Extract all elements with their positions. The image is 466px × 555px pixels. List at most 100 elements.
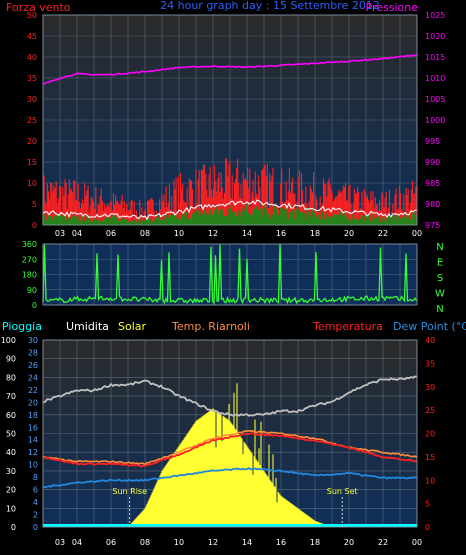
x-tick-label: 14 [242, 229, 252, 238]
humidity-tick-label: 0 [11, 523, 16, 532]
direction-tick-label: 180 [22, 271, 37, 280]
legend-rain: Pioggia [2, 320, 42, 333]
x-tick-label: 20 [344, 538, 354, 547]
x-tick-label: 06 [106, 229, 116, 238]
wind-tick-label: 50 [27, 11, 37, 20]
temperature-tick-label: 30 [425, 383, 435, 392]
panel2-frame [42, 243, 418, 306]
x-tick-label: 06 [106, 538, 116, 547]
humidity-tick-label: 20 [6, 486, 16, 495]
temperature-tick-label: 25 [425, 406, 435, 415]
solar-tick-label: 28 [28, 348, 38, 357]
solar-tick-label: 16 [28, 423, 38, 432]
x-tick-label: 18 [310, 538, 320, 547]
pressure-tick-label: 1005 [425, 95, 445, 104]
wind-tick-label: 30 [27, 95, 37, 104]
pressure-tick-label: 1010 [425, 74, 445, 83]
solar-tick-label: 20 [28, 398, 38, 407]
solar-tick-label: 12 [28, 448, 38, 457]
humidity-tick-label: 100 [1, 336, 16, 345]
pressure-tick-label: 990 [425, 158, 440, 167]
panel1-frame [42, 14, 418, 226]
solar-tick-label: 10 [28, 461, 38, 470]
solar-tick-label: 14 [28, 436, 38, 445]
x-tick-label: 03 [55, 538, 65, 547]
temperature-tick-label: 15 [425, 453, 435, 462]
x-tick-label: 00 [412, 538, 422, 547]
direction-tick-label: 360 [22, 240, 37, 249]
sunrise-label: Sun Rise [112, 487, 147, 496]
wind-tick-label: 5 [32, 200, 37, 209]
wind-tick-label: 25 [27, 116, 37, 125]
x-tick-label: 00 [412, 229, 422, 238]
humidity-tick-label: 30 [6, 467, 16, 476]
humidity-tick-label: 80 [6, 373, 16, 382]
solar-tick-label: 30 [28, 336, 38, 345]
legend-humidity: Umidita [66, 320, 109, 333]
pressure-line [42, 54, 418, 85]
pressure-tick-label: 985 [425, 179, 440, 188]
temperature-humidity-solar-panel: 0102030405060708090100024681012141618202… [1, 336, 435, 547]
humidity-tick-label: 50 [6, 430, 16, 439]
solar-tick-label: 6 [33, 486, 38, 495]
pressure-tick-label: 1025 [425, 11, 445, 20]
temperature-tick-label: 10 [425, 476, 435, 485]
solar-tick-label: 8 [33, 473, 38, 482]
pressure-tick-label: 1015 [425, 53, 445, 62]
legend-solar: Solar [118, 320, 147, 333]
wind-axis-title: Forza vento [6, 1, 71, 14]
humidity-tick-label: 10 [6, 504, 16, 513]
solar-tick-label: 4 [33, 498, 38, 507]
compass-label: E [437, 258, 443, 269]
pressure-tick-label: 975 [425, 221, 440, 230]
panel3-frame [42, 339, 418, 528]
x-tick-label: 12 [208, 229, 218, 238]
wind-tick-label: 40 [27, 53, 37, 62]
x-tick-label: 14 [242, 538, 252, 547]
legend-sheltered-temp: Temp. Riarnoli [171, 320, 250, 333]
temperature-tick-label: 5 [425, 500, 430, 509]
temperature-tick-label: 20 [425, 430, 435, 439]
solar-tick-label: 2 [33, 511, 38, 520]
x-tick-label: 22 [378, 538, 388, 547]
x-tick-label: 16 [276, 229, 286, 238]
pressure-tick-label: 980 [425, 200, 440, 209]
wind-tick-label: 0 [32, 221, 37, 230]
pressure-axis-title: Pressione [366, 1, 419, 14]
x-tick-label: 08 [140, 538, 150, 547]
x-tick-label: 22 [378, 229, 388, 238]
direction-tick-label: 90 [27, 286, 37, 295]
pressure-tick-label: 1020 [425, 32, 445, 41]
pressure-tick-label: 995 [425, 137, 440, 146]
humidity-tick-label: 60 [6, 411, 16, 420]
compass-label: S [437, 273, 443, 284]
solar-tick-label: 26 [28, 361, 38, 370]
solar-tick-label: 24 [28, 373, 38, 382]
wind-tick-label: 45 [27, 32, 37, 41]
wind-direction-line [42, 244, 418, 306]
solar-tick-label: 18 [28, 411, 38, 420]
humidity-tick-label: 70 [6, 392, 16, 401]
x-tick-label: 12 [208, 538, 218, 547]
wind-tick-label: 35 [27, 74, 37, 83]
solar-tick-label: 22 [28, 386, 38, 395]
x-tick-label: 03 [55, 229, 65, 238]
x-tick-label: 16 [276, 538, 286, 547]
legend-temperature: Temperatura [312, 320, 383, 333]
direction-tick-label: 0 [32, 301, 37, 310]
temperature-tick-label: 40 [425, 336, 435, 345]
wind-tick-label: 10 [27, 179, 37, 188]
pressure-tick-label: 1000 [425, 116, 445, 125]
humidity-tick-label: 90 [6, 355, 16, 364]
direction-tick-label: 270 [22, 255, 37, 264]
solar-tick-label: 0 [33, 523, 38, 532]
humidity-line [42, 375, 418, 417]
compass-label: N [436, 242, 443, 253]
temperature-line [42, 432, 418, 468]
chart-title: 24 hour graph day : 15 Settembre 2012 [160, 0, 380, 12]
x-tick-label: 18 [310, 229, 320, 238]
compass-label: W [435, 289, 445, 300]
